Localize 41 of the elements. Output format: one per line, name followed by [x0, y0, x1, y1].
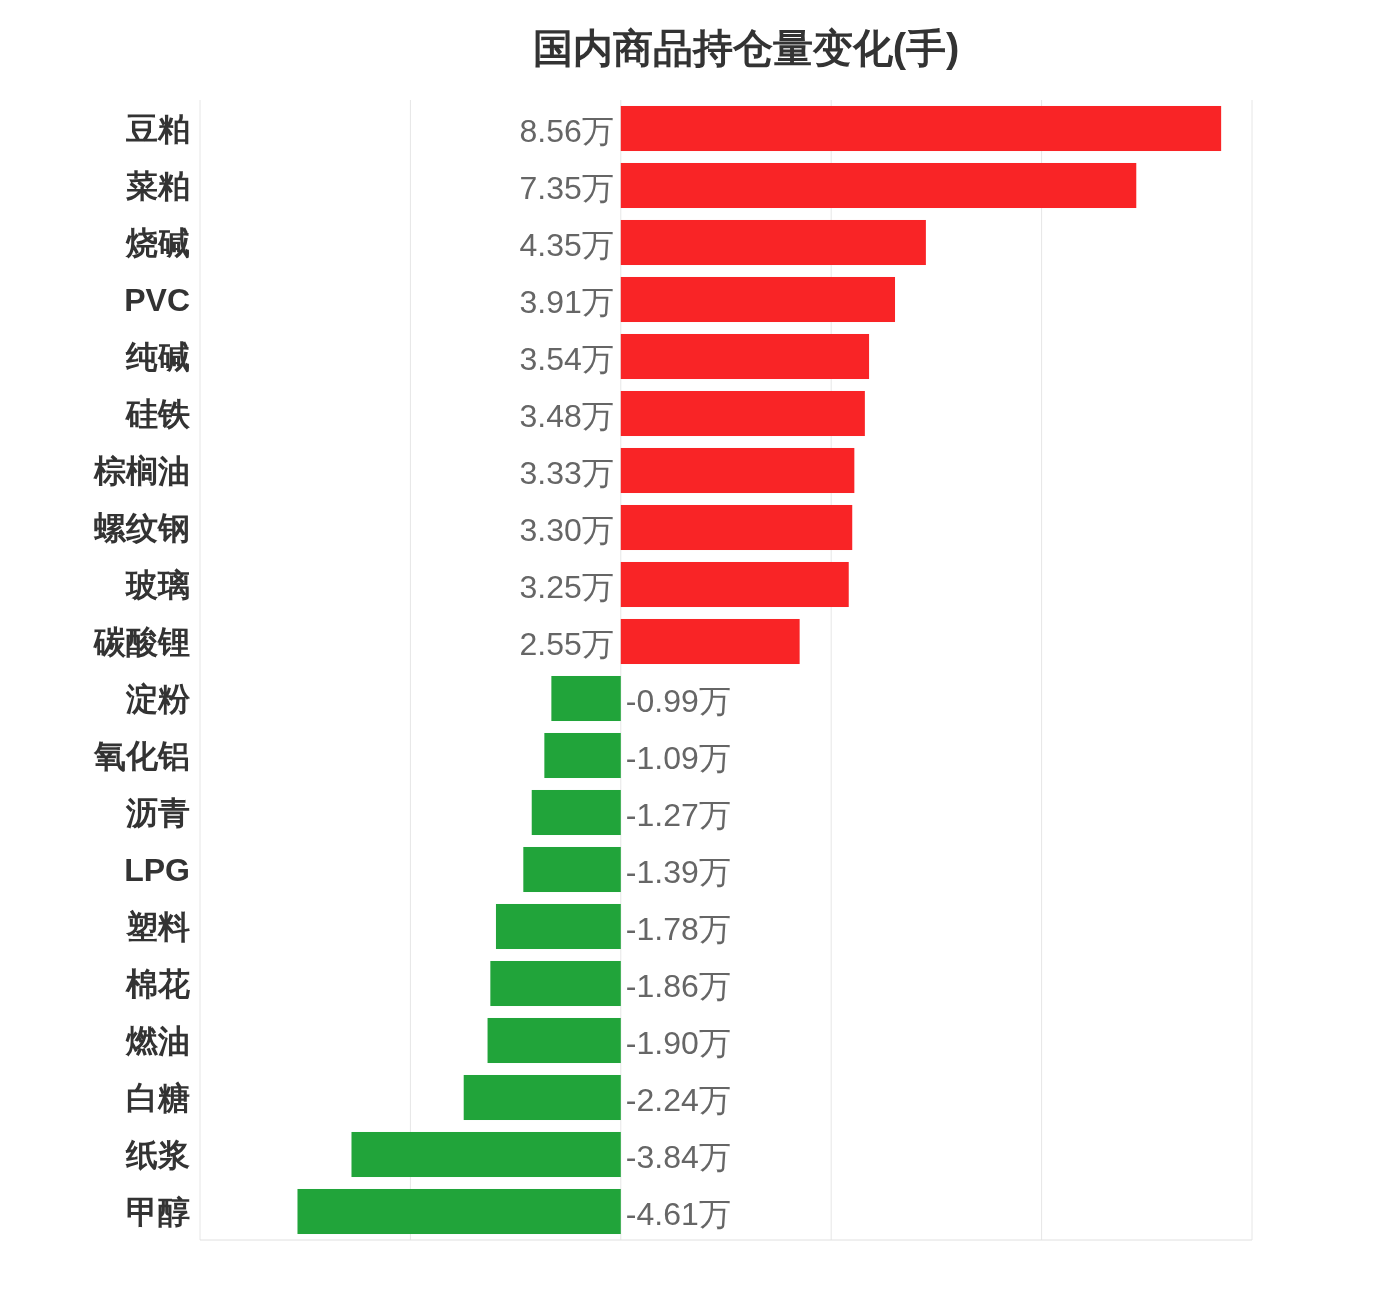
y-tick-label: 棉花	[126, 965, 190, 1002]
value-label: -1.90万	[625, 1024, 731, 1061]
value-label: 3.91万	[519, 283, 614, 320]
value-label: -1.27万	[625, 796, 731, 833]
value-label: -1.78万	[625, 910, 731, 947]
y-tick-label: PVC	[124, 281, 190, 318]
y-tick-label: 菜粕	[126, 167, 190, 204]
value-label: 8.56万	[519, 112, 614, 149]
value-label: -1.86万	[625, 967, 731, 1004]
y-tick-label: 甲醇	[126, 1193, 190, 1230]
y-tick-label: 氧化铝	[94, 737, 190, 774]
y-tick-label: 淀粉	[126, 680, 190, 717]
y-tick-label: 纯碱	[126, 338, 190, 375]
value-label: 3.25万	[519, 568, 614, 605]
y-tick-label: 硅铁	[126, 395, 190, 432]
y-tick-label: 沥青	[126, 794, 190, 831]
value-label: -3.84万	[625, 1138, 731, 1175]
value-label: -1.39万	[625, 853, 731, 890]
value-label: -1.09万	[625, 739, 731, 776]
y-tick-label: 玻璃	[126, 566, 190, 603]
value-label: 4.35万	[519, 226, 614, 263]
value-label: -2.24万	[625, 1081, 731, 1118]
y-tick-label: 棕榈油	[94, 452, 190, 489]
value-label: 3.54万	[519, 340, 614, 377]
y-tick-label: 碳酸锂	[94, 623, 190, 660]
y-tick-label: 豆粕	[126, 110, 190, 147]
y-tick-label: 白糖	[126, 1079, 190, 1116]
value-label: 3.33万	[519, 454, 614, 491]
y-tick-label: 纸浆	[126, 1136, 190, 1173]
value-label: 3.48万	[519, 397, 614, 434]
y-tick-label: LPG	[124, 851, 190, 888]
value-label: -4.61万	[625, 1195, 731, 1232]
title: 国内商品持仓量变化(手)	[532, 26, 960, 70]
value-label: -0.99万	[625, 682, 731, 719]
value-label: 3.30万	[519, 511, 614, 548]
y-tick-label: 燃油	[126, 1022, 190, 1059]
value-label: 7.35万	[519, 169, 614, 206]
value-label: 2.55万	[519, 625, 614, 662]
y-tick-label: 塑料	[126, 908, 190, 945]
y-tick-label: 烧碱	[126, 224, 190, 261]
y-tick-label: 螺纹钢	[94, 509, 190, 546]
